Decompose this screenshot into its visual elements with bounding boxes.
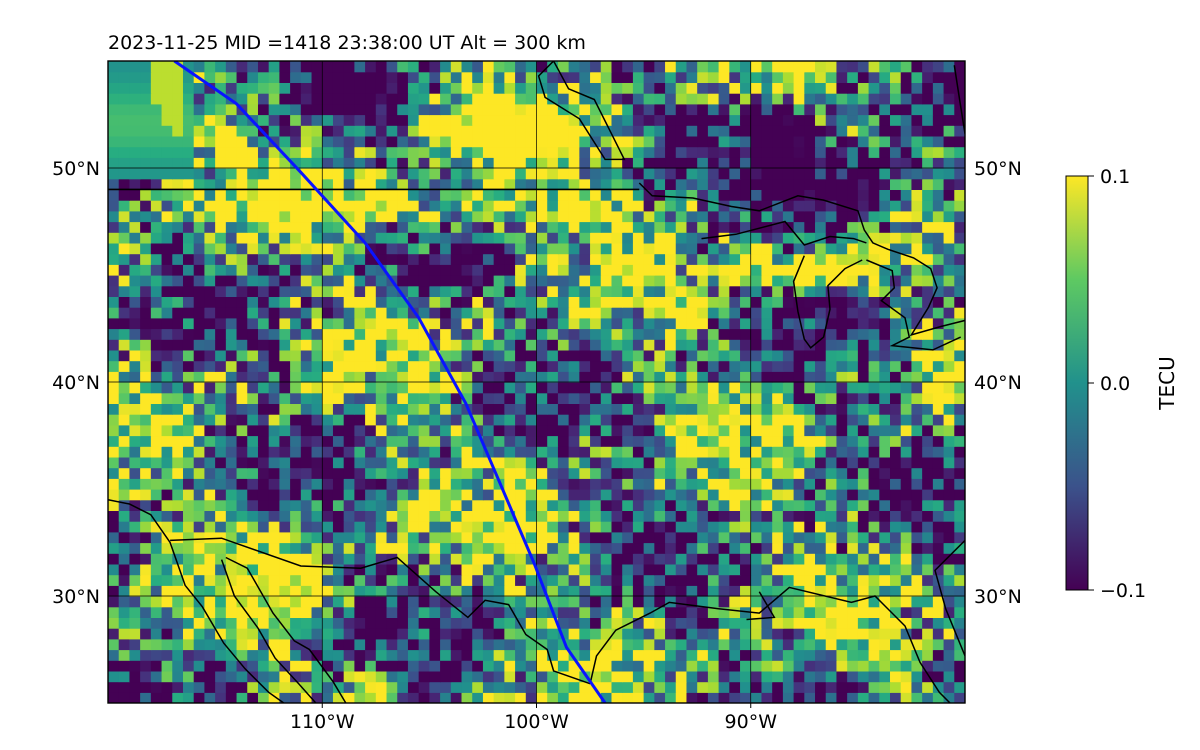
- coastline-segment: [701, 220, 867, 246]
- coastline-segment: [934, 539, 965, 657]
- tec-anomaly-heatmap: [108, 61, 965, 703]
- coastline-segment: [792, 255, 863, 349]
- y-axis-ticks-right: 50°N 40°N 30°N: [974, 158, 1022, 608]
- coastline-segment: [953, 65, 965, 134]
- colorbar-label: TECU: [1155, 356, 1179, 410]
- y-tick-label-left: 50°N: [52, 158, 100, 180]
- colorbar-tick-label: 0.1: [1100, 166, 1130, 188]
- y-tick-label-left: 40°N: [52, 372, 100, 394]
- colorbar-tick-label: −0.1: [1100, 580, 1146, 602]
- colorbar: 0.1 0.0 −0.1 TECU: [1065, 166, 1179, 602]
- colorbar-gradient: [1065, 175, 1089, 591]
- y-tick-label-right: 50°N: [974, 158, 1022, 180]
- coastline-segment: [589, 586, 951, 703]
- coastline-segment: [866, 259, 962, 351]
- satellite-track: [173, 61, 607, 703]
- coastline-segment: [638, 182, 965, 337]
- x-tick-label: 90°W: [725, 711, 778, 733]
- y-tick-label-left: 30°N: [52, 586, 100, 608]
- x-tick-label: 100°W: [504, 711, 569, 733]
- coastline-segment: [746, 591, 776, 621]
- y-tick-label-right: 40°N: [974, 372, 1022, 394]
- y-tick-label-right: 30°N: [974, 586, 1022, 608]
- coastline-segment: [537, 61, 626, 161]
- colorbar-tick-label: 0.0: [1100, 373, 1130, 395]
- coastline-segment: [108, 498, 285, 703]
- x-axis-ticks: 110°W 100°W 90°W: [290, 703, 777, 733]
- coastline-segment: [225, 556, 347, 703]
- coastlines: [108, 61, 965, 703]
- coastline-segment: [220, 559, 317, 703]
- map-title: 2023-11-25 MID =1418 23:38:00 UT Alt = 3…: [108, 32, 586, 54]
- map-area: [108, 61, 965, 703]
- colorbar-ticks: 0.1 0.0 −0.1: [1088, 166, 1146, 602]
- x-tick-label: 110°W: [290, 711, 355, 733]
- y-axis-ticks-left: 50°N 40°N 30°N: [52, 158, 100, 608]
- coastline-segment: [170, 537, 591, 685]
- lat-lon-gridlines: [108, 61, 965, 703]
